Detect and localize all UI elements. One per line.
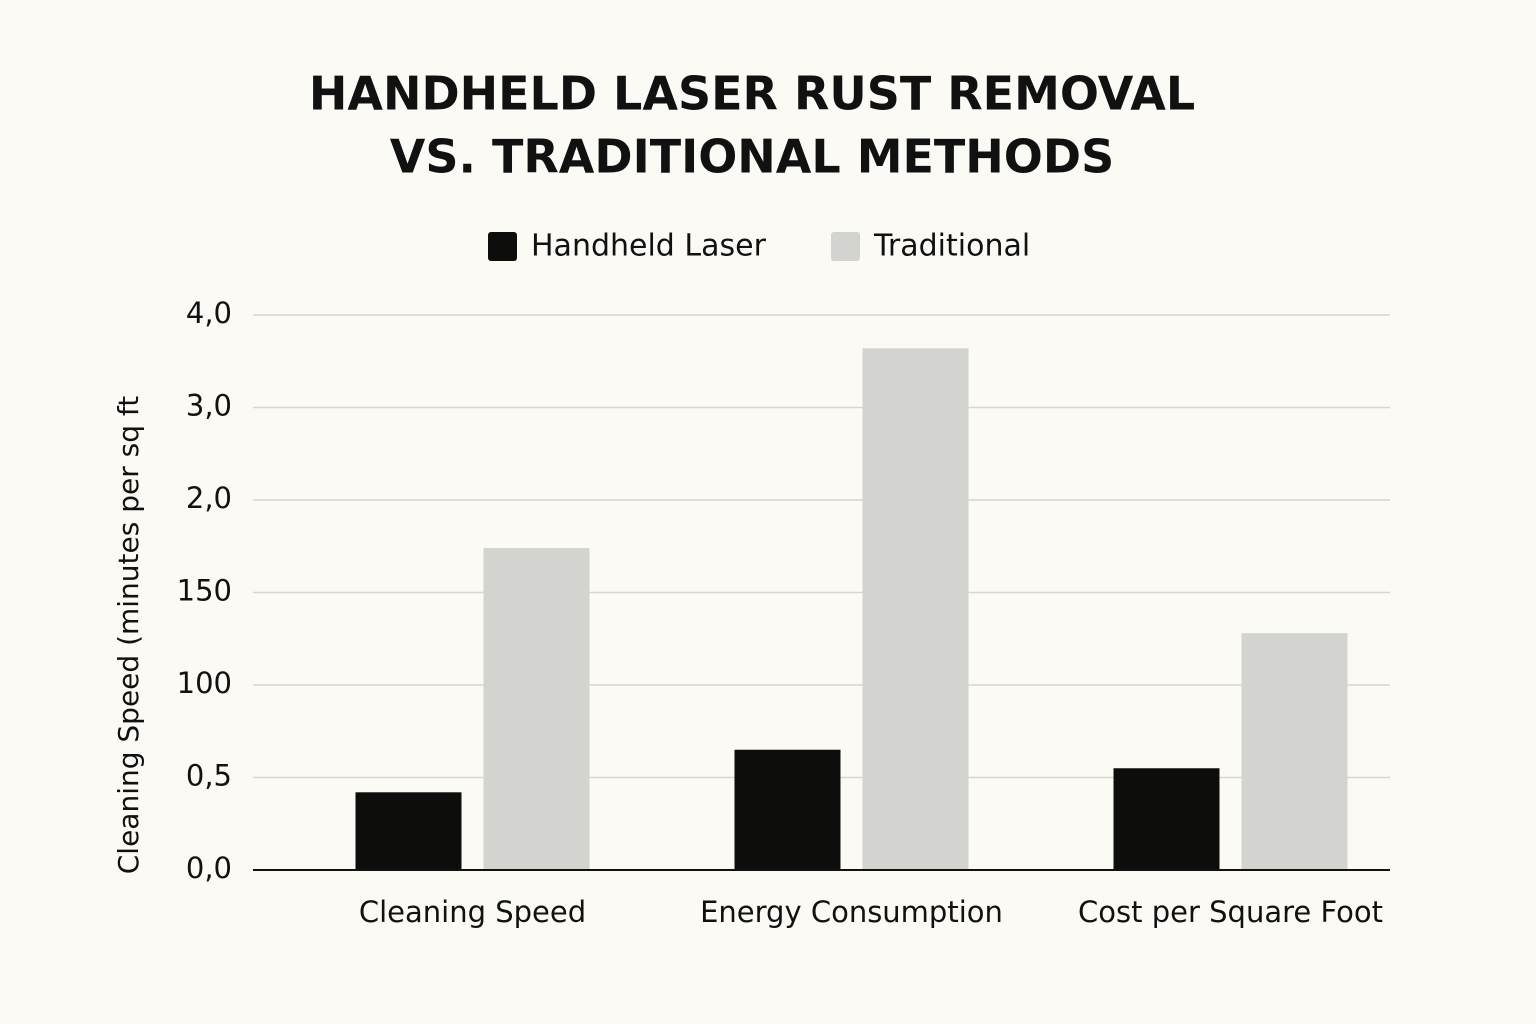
bar	[1113, 768, 1220, 870]
bar	[862, 348, 969, 870]
x-tick-label: Cleaning Speed	[359, 895, 586, 929]
chart-title: HANDHELD LASER RUST REMOVAL	[309, 67, 1195, 121]
y-tick-label: 150	[177, 574, 232, 608]
y-tick-label: 2,0	[186, 481, 232, 515]
legend-swatch	[831, 232, 860, 261]
bar	[483, 548, 590, 870]
y-tick-label: 0,5	[186, 759, 232, 793]
y-axis-title: Cleaning Speed (minutes per sq ft	[112, 396, 145, 875]
y-tick-label: 4,0	[186, 296, 232, 330]
chart-title: VS. TRADITIONAL METHODS	[390, 130, 1114, 184]
bar	[1241, 633, 1348, 870]
legend-label: Traditional	[873, 229, 1030, 264]
y-tick-label: 3,0	[186, 389, 232, 423]
legend-label: Handheld Laser	[531, 229, 767, 264]
bar	[355, 792, 462, 870]
legend-swatch	[488, 232, 517, 261]
bar	[734, 749, 841, 870]
y-tick-label: 100	[177, 666, 232, 700]
x-tick-label: Energy Consumption	[700, 895, 1003, 929]
y-tick-label: 0,0	[186, 851, 232, 885]
x-tick-label: Cost per Square Foot	[1078, 895, 1383, 929]
